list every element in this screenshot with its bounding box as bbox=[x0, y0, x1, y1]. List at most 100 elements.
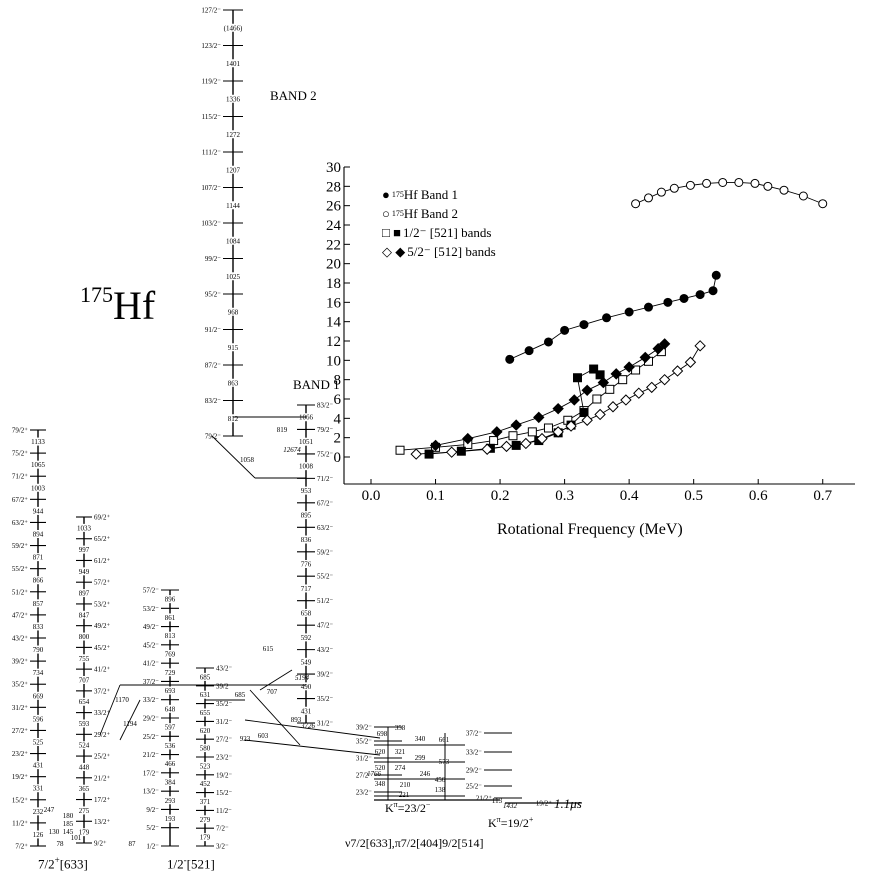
left-band-spin-label: 55/2⁺ bbox=[12, 565, 28, 573]
left-band-gamma-label: 833 bbox=[33, 623, 44, 631]
chart-y-tick-label: 0 bbox=[334, 450, 342, 466]
band1-spin-label: 71/2⁻ bbox=[317, 475, 333, 483]
mid2-band-gamma-label: 631 bbox=[200, 691, 211, 699]
isomer-spin-label: 35/2⁻ bbox=[356, 738, 372, 746]
chart-y-tick-label: 16 bbox=[326, 295, 342, 311]
left-band-gamma-bg bbox=[27, 807, 49, 816]
band1-gamma-bg bbox=[295, 486, 317, 495]
mid-band-gamma-bg bbox=[159, 723, 181, 732]
level-energy-label: 1432 bbox=[503, 802, 518, 810]
mid2-band-gamma-bg bbox=[194, 797, 216, 806]
isomer-gamma-label: 321 bbox=[395, 748, 406, 756]
band2-gamma-label: 1207 bbox=[226, 166, 241, 174]
isomer-spin-label: 39/2⁻ bbox=[356, 724, 372, 732]
data-point-diamond-open bbox=[520, 437, 532, 450]
mid-band-spin-label: 29/2⁻ bbox=[143, 715, 159, 723]
mid-band-spin-label: 53/2⁻ bbox=[143, 605, 159, 613]
mid2-band-gamma-label: 620 bbox=[200, 727, 211, 735]
band1-gamma-label: 658 bbox=[301, 609, 312, 617]
legend-text: Hf Band 1 bbox=[403, 187, 459, 202]
k19-parity: + bbox=[528, 815, 534, 824]
left-band-gamma-label: 431 bbox=[33, 762, 44, 770]
mid-band-spin-label: 17/2⁻ bbox=[143, 769, 159, 777]
mid2-band-gamma-label: 580 bbox=[200, 745, 211, 753]
mid2-band-gamma-label: 371 bbox=[200, 798, 211, 806]
isomer-gamma-label: 113 bbox=[492, 797, 503, 805]
data-point-circle-filled bbox=[711, 270, 721, 280]
link-transition bbox=[244, 719, 381, 739]
level-energy-label: 5194 bbox=[295, 674, 310, 682]
band1-spin-label: 31/2⁻ bbox=[317, 720, 333, 728]
mid-band-gamma-label: 597 bbox=[165, 724, 176, 732]
mid-band-spin-label: 41/2⁻ bbox=[143, 660, 159, 668]
left-band2-spin-label: 21/2⁺ bbox=[94, 774, 110, 782]
left-band-gamma-bg bbox=[27, 738, 49, 746]
band1-gamma-label: 549 bbox=[301, 658, 312, 666]
band2-spin-label: 103/2⁻ bbox=[201, 220, 221, 228]
link-gamma-label: 1194 bbox=[123, 720, 137, 728]
mid-band-gamma-label: 384 bbox=[165, 779, 176, 787]
left-band2-gamma-bg bbox=[73, 806, 95, 815]
data-point-diamond-open bbox=[552, 426, 564, 438]
left-band2-gamma-label: 524 bbox=[79, 742, 90, 750]
data-point-diamond-filled bbox=[610, 368, 622, 380]
data-point-diamond-filled bbox=[429, 439, 442, 452]
left-band-gamma-label: 734 bbox=[33, 669, 44, 677]
mid-band-gamma-label: 769 bbox=[165, 651, 176, 659]
mid-band-spin-label: 21/2⁻ bbox=[143, 751, 159, 759]
band2-gamma-bg bbox=[222, 236, 244, 245]
isomer-spin-label: 25/2⁻ bbox=[466, 783, 482, 791]
left-band-spin-label: 71/2⁺ bbox=[12, 473, 28, 481]
data-point-diamond-open bbox=[694, 340, 706, 352]
left-band-gamma-bg bbox=[27, 460, 49, 469]
data-point-square-open bbox=[527, 427, 537, 437]
data-point-square-filled bbox=[579, 408, 589, 418]
k19-k: K bbox=[488, 816, 497, 830]
chart-y-tick-label: 26 bbox=[326, 199, 342, 215]
band1-spin-label: 79/2⁻ bbox=[317, 426, 333, 434]
left-band2-spin-label: 37/2⁺ bbox=[94, 687, 110, 695]
k23-value: =23/2 bbox=[397, 801, 426, 815]
mid-band-gamma-label: 648 bbox=[165, 705, 176, 713]
band1-gamma-label: 592 bbox=[301, 634, 312, 642]
mid2-band-gamma-bg bbox=[194, 744, 216, 753]
left-band-gamma-label: 331 bbox=[33, 785, 44, 793]
left-band2-spin-label: 25/2⁺ bbox=[94, 753, 110, 761]
left-band-spin-label: 11/2⁺ bbox=[12, 819, 28, 827]
left-band-spin-label: 35/2⁺ bbox=[12, 681, 28, 689]
link-gamma-label: 130 bbox=[49, 828, 60, 836]
link-transition bbox=[211, 435, 256, 479]
legend-entry: ◇ ◆ 5/2⁻ [512] bands bbox=[382, 242, 496, 261]
left-band2-spin-label: 29/2⁺ bbox=[94, 731, 110, 739]
left-band-spin-label: 47/2⁺ bbox=[12, 611, 28, 619]
left-band2-gamma-bg bbox=[73, 523, 95, 532]
band2-spin-label: 123/2⁻ bbox=[201, 42, 221, 50]
band1-gamma-bg bbox=[295, 657, 317, 666]
left-band2-gamma-bg bbox=[73, 828, 95, 837]
data-point-square-open bbox=[508, 431, 518, 441]
link-gamma-label: 615 bbox=[263, 645, 274, 653]
mid-band-gamma-bg bbox=[159, 778, 181, 786]
data-point-diamond-open bbox=[620, 394, 632, 406]
chart-x-tick-label: 0.1 bbox=[426, 488, 445, 504]
mid2-band-gamma-label: 179 bbox=[200, 834, 211, 842]
data-point-circle-open bbox=[763, 181, 773, 191]
band2-gamma-label: 1272 bbox=[226, 131, 241, 139]
band1-gamma-label: 776 bbox=[301, 561, 312, 569]
left-band-gamma-bg bbox=[27, 599, 49, 608]
data-point-square-open bbox=[605, 384, 615, 394]
mid2-band-spin-label: 35/2⁻ bbox=[216, 700, 232, 708]
left-band-gamma-label: 894 bbox=[33, 531, 44, 539]
configuration-label: ν7/2[633],π7/2[404]9/2[514] bbox=[345, 836, 484, 850]
chart-y-tick-label: 14 bbox=[326, 315, 342, 331]
mid-band-spin-label: 1/2⁻ bbox=[146, 843, 159, 851]
data-point-diamond-filled bbox=[623, 361, 635, 373]
left-band-gamma-label: 857 bbox=[33, 600, 44, 608]
left-band2-gamma-bg bbox=[73, 567, 95, 576]
data-point-circle-open bbox=[750, 178, 760, 188]
left-band-spin-label: 23/2⁺ bbox=[12, 750, 28, 758]
data-point-circle-filled bbox=[505, 354, 515, 364]
left-band-gamma-label: 1065 bbox=[31, 461, 46, 469]
mid-band-spin-label: 49/2⁻ bbox=[143, 623, 159, 631]
mid2-band-gamma-bg bbox=[194, 690, 216, 699]
